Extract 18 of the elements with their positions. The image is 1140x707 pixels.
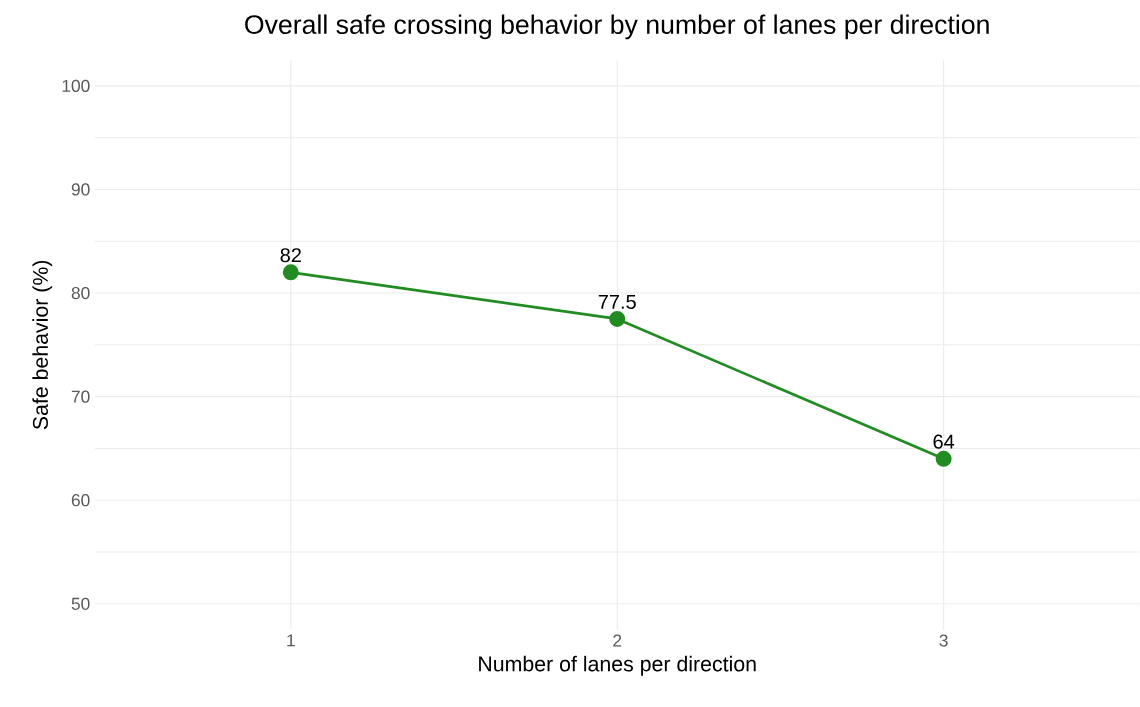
data-label: 82 <box>280 248 301 263</box>
chart-title: Overall safe crossing behavior by number of lanes per direction <box>245 14 989 40</box>
y-tick-label: 70 <box>71 390 90 403</box>
x-tick-label: 3 <box>939 634 948 647</box>
x-tick-label: 1 <box>287 634 295 647</box>
x-tick-label: 2 <box>613 634 622 647</box>
y-tick-label: 60 <box>71 494 90 507</box>
y-axis-title: Safe behavior (%) <box>32 261 53 430</box>
data-label: 77.5 <box>598 295 636 310</box>
y-tick-label: 100 <box>62 79 90 93</box>
data-label: 64 <box>933 434 955 449</box>
y-tick-label: 80 <box>71 287 90 300</box>
x-axis-title: Number of lanes per direction <box>479 655 756 676</box>
y-tick-label: 90 <box>71 183 90 196</box>
point <box>609 311 626 328</box>
y-tick-label: 50 <box>71 597 90 611</box>
point <box>282 264 299 281</box>
point <box>935 450 952 467</box>
